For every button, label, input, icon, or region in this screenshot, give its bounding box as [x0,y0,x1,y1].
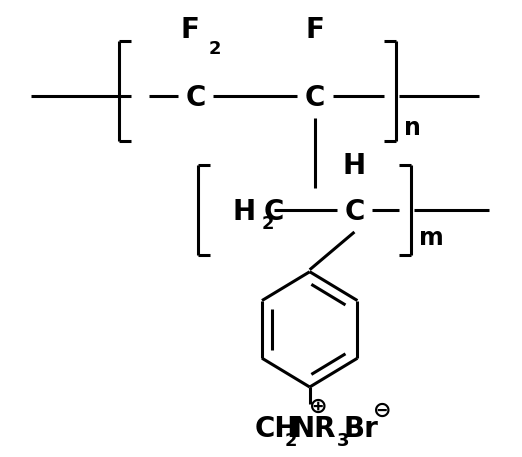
Text: 2: 2 [262,215,275,233]
Text: F: F [181,16,200,44]
Text: C: C [344,198,364,226]
Text: C: C [264,198,284,226]
Text: H: H [343,152,366,181]
Text: ⊖: ⊖ [373,401,392,421]
Text: m: m [419,226,444,250]
Text: 2: 2 [285,432,298,450]
Text: NR: NR [292,415,336,443]
Text: H: H [232,198,256,226]
Text: ⊕: ⊕ [310,397,328,417]
Text: 2: 2 [208,40,221,58]
Text: C: C [304,84,325,112]
Text: n: n [404,116,421,140]
Text: C: C [185,84,206,112]
Text: 3: 3 [337,432,349,450]
Text: F: F [305,16,324,44]
Text: Br: Br [343,415,378,443]
Text: CH: CH [255,415,299,443]
